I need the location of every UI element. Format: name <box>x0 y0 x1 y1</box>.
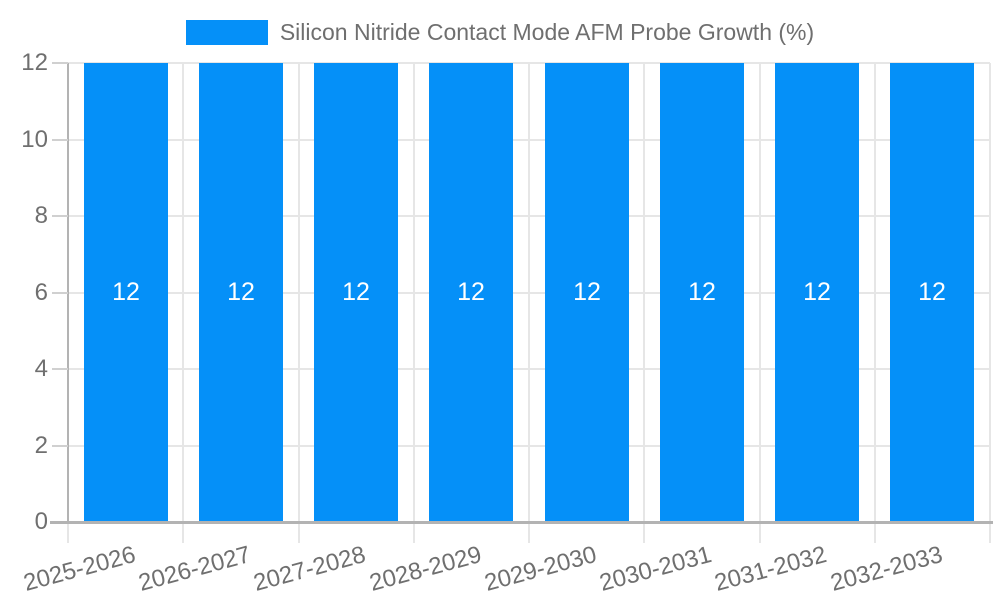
legend-label: Silicon Nitride Contact Mode AFM Probe G… <box>279 19 815 45</box>
y-axis-tick <box>52 291 68 294</box>
bar-value-label: 12 <box>112 278 140 306</box>
x-axis-category-label: 2027-2028 <box>250 541 369 597</box>
bar[interactable]: 12 <box>660 63 744 522</box>
gridline-vertical <box>413 63 415 543</box>
y-axis-tick <box>52 444 68 447</box>
x-axis-category-label: 2028-2029 <box>366 541 485 597</box>
bar[interactable]: 12 <box>890 63 974 522</box>
gridline-vertical <box>528 63 530 543</box>
y-axis-tick-label: 2 <box>34 431 48 459</box>
y-axis-tick-label: 10 <box>21 125 48 153</box>
x-axis-category-label: 2026-2027 <box>135 541 254 597</box>
y-axis-tick-label: 4 <box>34 355 48 382</box>
y-axis-tick-label: 0 <box>34 508 48 535</box>
legend: Silicon Nitride Contact Mode AFM Probe G… <box>0 17 1000 48</box>
y-axis-line <box>67 63 69 522</box>
y-axis-tick-label: 12 <box>21 49 48 76</box>
y-axis-tick-label: 8 <box>34 202 48 229</box>
x-axis-category-label: 2030-2031 <box>596 541 715 597</box>
bar-value-label: 12 <box>227 278 255 306</box>
gridline-vertical <box>182 63 184 543</box>
bar-value-label: 12 <box>342 278 370 306</box>
legend-swatch-icon <box>185 20 268 45</box>
y-axis-tick <box>52 62 68 64</box>
bar[interactable]: 12 <box>429 63 513 522</box>
bar-value-label: 12 <box>457 278 485 306</box>
gridline-vertical <box>298 63 300 543</box>
bar-value-label: 12 <box>918 278 946 306</box>
bar-value-label: 12 <box>573 278 601 306</box>
y-axis-tick <box>52 138 68 141</box>
y-axis-tick <box>52 215 68 217</box>
x-axis-category-label: 2029-2030 <box>481 541 600 597</box>
bar[interactable]: 12 <box>84 63 168 522</box>
x-axis-line <box>50 521 993 524</box>
x-axis-category-label: 2032-2033 <box>827 541 946 597</box>
bar[interactable]: 12 <box>775 63 859 522</box>
bar[interactable]: 12 <box>314 63 398 522</box>
gridline-vertical <box>874 63 876 543</box>
x-axis-category-label: 2025-2026 <box>20 541 139 597</box>
bar-value-label: 12 <box>688 278 716 306</box>
gridline-vertical <box>989 63 991 543</box>
bar[interactable]: 12 <box>199 63 283 522</box>
x-axis-category-label: 2031-2032 <box>711 541 830 597</box>
x-axis-tick <box>67 522 69 543</box>
gridline-vertical <box>643 63 645 543</box>
bar-value-label: 12 <box>803 278 831 306</box>
gridline-vertical <box>759 63 761 543</box>
y-axis-tick-label: 6 <box>34 278 48 306</box>
legend-item[interactable]: Silicon Nitride Contact Mode AFM Probe G… <box>185 17 815 48</box>
bar[interactable]: 12 <box>545 63 629 522</box>
y-axis-tick <box>52 368 68 370</box>
